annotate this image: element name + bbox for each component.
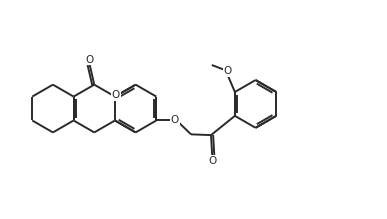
Text: O: O xyxy=(111,90,120,100)
Text: O: O xyxy=(171,115,179,125)
Text: O: O xyxy=(208,155,216,166)
Text: O: O xyxy=(224,66,232,76)
Text: O: O xyxy=(86,55,94,65)
